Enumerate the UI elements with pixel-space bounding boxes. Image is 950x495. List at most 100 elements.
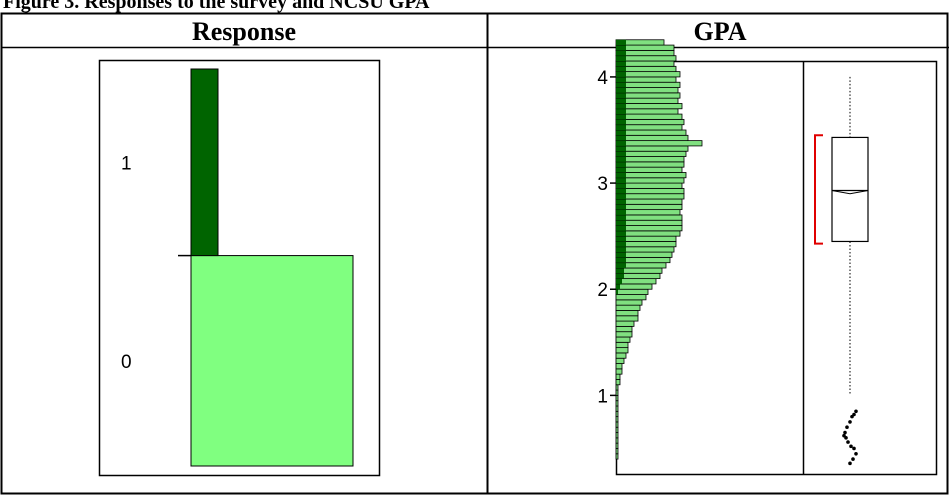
histogram-bar bbox=[615, 389, 619, 396]
histogram-bar-highlight bbox=[616, 55, 626, 61]
outlier-point bbox=[845, 425, 849, 430]
histogram-bar bbox=[615, 134, 689, 142]
histogram-bar-highlight bbox=[616, 76, 626, 83]
histogram-bar bbox=[615, 187, 685, 195]
histogram-bar bbox=[615, 283, 653, 290]
gpa-y-axis: 1 2 3 4 bbox=[597, 68, 616, 407]
histogram-bar bbox=[615, 150, 687, 157]
histogram-bar-highlight bbox=[616, 188, 626, 194]
outlier-point bbox=[851, 457, 855, 461]
category-label-1: 1 bbox=[121, 153, 132, 174]
histogram-bar bbox=[615, 432, 619, 439]
histogram-bar-highlight bbox=[616, 61, 626, 67]
gpa-header: GPA bbox=[694, 17, 747, 46]
histogram-bar-highlight bbox=[616, 103, 626, 109]
histogram-bar-highlight bbox=[616, 87, 626, 93]
histogram-bar bbox=[615, 325, 633, 333]
histogram-bar-highlight bbox=[616, 268, 624, 274]
histogram-bar-highlight bbox=[616, 199, 626, 205]
histogram-bar bbox=[615, 394, 619, 402]
histogram-bar-highlight bbox=[616, 45, 626, 51]
response-bar-1 bbox=[190, 68, 219, 257]
histogram-bar bbox=[615, 363, 623, 370]
histogram-bar bbox=[615, 442, 619, 449]
histogram-bar-highlight bbox=[616, 193, 626, 199]
outlier-point bbox=[849, 444, 853, 449]
histogram-bar-highlight bbox=[616, 108, 626, 115]
histogram-bar-highlight bbox=[616, 119, 626, 125]
histogram-bar-highlight bbox=[616, 262, 626, 268]
histogram-bar bbox=[615, 400, 619, 407]
y-tick-label: 3 bbox=[597, 174, 608, 195]
histogram-bar-highlight bbox=[616, 71, 626, 77]
gpa-chart: 1 2 3 4 bbox=[597, 39, 938, 476]
histogram-bar bbox=[615, 410, 619, 418]
gpa-histogram-bars bbox=[615, 39, 703, 460]
outlier-point bbox=[852, 446, 856, 451]
histogram-bar-highlight bbox=[616, 283, 620, 290]
histogram-bar-highlight bbox=[616, 246, 626, 253]
outlier-point bbox=[852, 412, 856, 417]
histogram-bar-highlight bbox=[616, 140, 626, 146]
histogram-bar bbox=[615, 145, 689, 152]
histogram-bar bbox=[615, 453, 619, 460]
histogram-bar-highlight bbox=[616, 273, 624, 279]
histogram-bar-highlight bbox=[616, 50, 626, 56]
histogram-bar-highlight bbox=[616, 177, 626, 184]
histogram-bar bbox=[615, 373, 621, 380]
histogram-bar-highlight bbox=[616, 278, 622, 284]
histogram-bar bbox=[615, 416, 619, 423]
histogram-bar bbox=[615, 448, 619, 455]
histogram-bar-highlight bbox=[616, 236, 626, 242]
histogram-bar bbox=[615, 118, 685, 126]
y-tick-label: 1 bbox=[597, 386, 608, 407]
histogram-bar-highlight bbox=[616, 156, 626, 162]
histogram-bar bbox=[615, 310, 639, 317]
outlier-point bbox=[843, 430, 847, 435]
shortest-half-bracket bbox=[814, 134, 823, 245]
figure-caption: Figure 3. Responses to the survey and NC… bbox=[3, 0, 430, 13]
histogram-bar bbox=[615, 294, 647, 301]
histogram-bar bbox=[615, 156, 685, 163]
histogram-bar-highlight bbox=[616, 161, 626, 168]
histogram-bar-highlight bbox=[616, 214, 626, 221]
outlier-point bbox=[854, 409, 858, 414]
category-label-0: 0 bbox=[121, 352, 132, 373]
histogram-bar-highlight bbox=[616, 252, 626, 258]
histogram-bar bbox=[615, 129, 687, 136]
outlier-point bbox=[848, 420, 852, 424]
histogram-bar bbox=[615, 347, 629, 354]
histogram-bar-highlight bbox=[616, 130, 626, 136]
histogram-bar-highlight bbox=[616, 241, 626, 247]
histogram-bar bbox=[615, 357, 625, 364]
histogram-bar-highlight bbox=[616, 204, 626, 210]
y-tick-label: 2 bbox=[597, 280, 608, 301]
response-chart: 1 0 bbox=[98, 59, 381, 477]
histogram-bar-highlight bbox=[616, 92, 626, 99]
gpa-boxplot bbox=[814, 76, 869, 466]
histogram-bar-highlight bbox=[616, 135, 626, 141]
histogram-bar-highlight bbox=[616, 209, 626, 215]
mean-diamond bbox=[831, 190, 869, 195]
histogram-bar-highlight bbox=[616, 39, 626, 46]
histogram-bar bbox=[615, 193, 685, 200]
histogram-bar-highlight bbox=[616, 289, 618, 295]
histogram-bar-highlight bbox=[616, 172, 626, 178]
histogram-bar-highlight bbox=[616, 145, 626, 152]
response-plot-frame bbox=[98, 59, 381, 477]
interquartile-box bbox=[831, 136, 869, 243]
histogram-bar-highlight bbox=[616, 151, 626, 157]
response-bars bbox=[178, 68, 354, 467]
outlier-point bbox=[846, 440, 850, 444]
outlier-point bbox=[842, 433, 846, 438]
histogram-bar bbox=[615, 172, 687, 179]
histogram-bar bbox=[615, 437, 619, 444]
histogram-bar-highlight bbox=[616, 257, 626, 263]
histogram-bar bbox=[615, 320, 635, 327]
histogram-bar bbox=[615, 368, 623, 375]
histogram-bar bbox=[615, 352, 627, 359]
histogram-bar bbox=[615, 331, 633, 338]
histogram-bar-highlight bbox=[616, 183, 626, 189]
histogram-bar bbox=[615, 384, 619, 391]
